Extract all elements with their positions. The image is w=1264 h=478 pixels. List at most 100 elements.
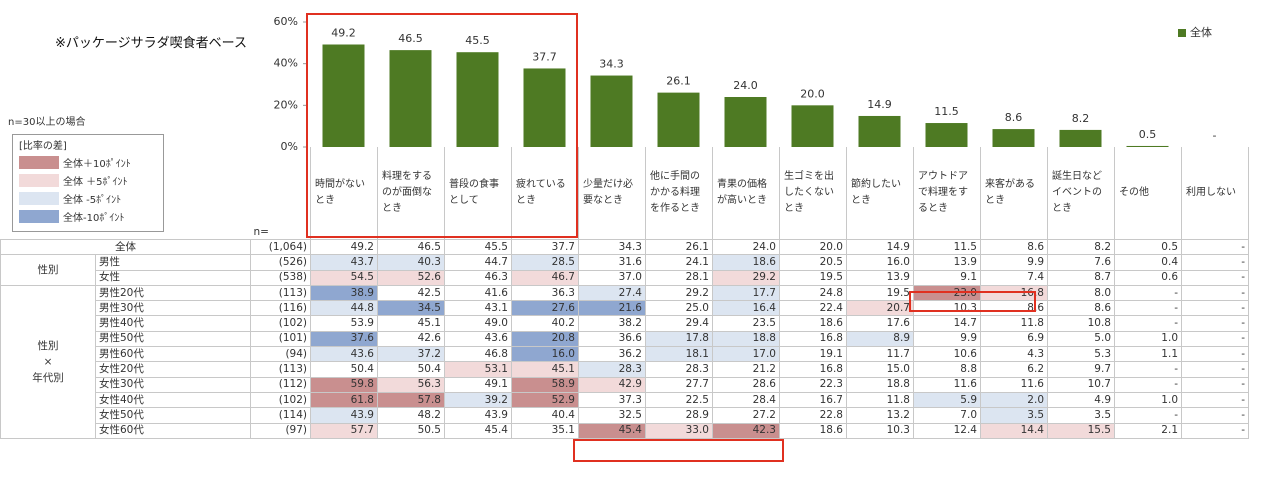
value-label: 24.0 [733,79,758,92]
table-cell: 22.3 [779,376,847,393]
table-row: 男性30代 (116) 44.8 34.5 43.1 27.6 21.6 25.0 16.4 22… [1,300,1249,317]
table-cell: 16.7 [779,391,847,409]
y-tick-label: 0% [281,140,298,150]
data-table: n= 時間がないとき 料理をするのが面倒なとき 普段の食事として 疲れているとき 少量だけ… [0,147,1249,439]
table-cell: 27.6 [511,300,579,317]
x-tick-label: 青果の価格が高いとき [712,147,780,240]
table-cell: 32.5 [578,407,646,424]
table-cell: 6.9 [980,330,1048,348]
table-cell: 53.1 [444,361,512,378]
table-cell: 16.8 [980,284,1048,302]
table-cell: - [1181,269,1249,286]
x-tick-label: 普段の食事として [444,147,512,240]
table-cell: 9.9 [980,254,1048,271]
table-cell: 24.0 [712,238,780,256]
y-tick-label: 40% [274,57,298,70]
table-cell: 20.5 [779,254,847,271]
legend-label: 全体 [1190,25,1212,39]
table-cell: 18.6 [712,254,780,271]
table-cell: 8.7 [1047,269,1115,286]
shade-legend-item: 全体-10ﾎﾟｲﾝﾄ [19,209,124,224]
shade-swatch [19,155,59,169]
shade-legend-label: 全体＋10ﾎﾟｲﾝﾄ [63,158,131,170]
row-label: 男性30代 [95,300,251,317]
table-cell: 3.5 [980,407,1048,424]
table-cell: 1.0 [1114,330,1182,348]
table-cell: 10.8 [1047,315,1115,332]
table-cell: 7.4 [980,269,1048,286]
row-label: 男性 [95,254,251,271]
table-cell: - [1114,361,1182,378]
table-cell: 27.7 [645,376,713,393]
table-cell: 37.2 [377,346,445,363]
table-cell: 28.4 [712,391,780,409]
shade-legend-title: [比率の差] [19,141,67,152]
table-cell: 42.6 [377,330,445,348]
table-cell: 19.1 [779,346,847,363]
x-tick-label: 少量だけ必要なとき [578,147,646,240]
value-label: 46.5 [398,32,423,45]
table-cell: 49.1 [444,376,512,393]
table-cell: 38.2 [578,315,646,332]
bar [657,92,700,147]
row-n: (101) [250,330,311,348]
table-cell: - [1114,300,1182,317]
shade-legend-item: 全体 -5ﾎﾟｲﾝﾄ [19,191,121,206]
x-tick-label: アウトドアで料理をするとき [913,147,981,240]
bar [925,123,968,147]
row-label: 女性50代 [95,407,251,424]
table-cell: 44.7 [444,254,512,271]
table-cell: 13.9 [846,269,914,286]
table-row: 男性60代 (94) 43.6 37.2 46.8 16.0 36.2 18.1 17.0 19.… [1,346,1249,363]
table-cell: 37.7 [511,238,579,256]
value-label: 37.7 [532,50,557,63]
table-cell: 0.6 [1114,269,1182,286]
table-cell: 5.0 [1047,330,1115,348]
table-cell: - [1181,254,1249,271]
table-cell: 24.1 [645,254,713,271]
bar [322,44,365,147]
x-tick-label: 誕生日などイベントのとき [1047,147,1115,240]
table-cell: 4.9 [1047,391,1115,409]
x-tick-label: 来客があるとき [980,147,1048,240]
table-cell: 15.0 [846,361,914,378]
table-cell: - [1181,391,1249,409]
table-cell: 23.0 [913,284,981,302]
value-label: 45.5 [465,34,490,47]
table-cell: 29.2 [645,284,713,302]
table-cell: 57.7 [310,422,378,439]
table-cell: 5.9 [913,391,981,409]
table-cell: 11.7 [846,346,914,363]
row-n: (538) [250,269,311,286]
table-cell: 16.8 [779,361,847,378]
table-cell: - [1181,284,1249,302]
row-n: (102) [250,315,311,332]
y-tick-label: 20% [274,98,298,111]
table-row: 性別 × 年代別 男性20代 (113) 38.9 42.5 41.6 36.3 27.4 29… [0,284,1249,439]
table-cell: 29.4 [645,315,713,332]
header-blank [1,147,251,240]
row-n: (113) [250,361,311,378]
note: ※パッケージサラダ喫食者ベース [55,36,247,51]
row-label: 女性40代 [95,391,251,409]
table-cell: 12.4 [913,422,981,439]
table-cell: 28.3 [645,361,713,378]
table-cell: 44.8 [310,300,378,317]
table-cell: - [1181,346,1249,363]
bar [858,115,901,147]
table-cell: 11.8 [980,315,1048,332]
table-row: 男性50代 (101) 37.6 42.6 43.6 20.8 36.6 17.8 18.8 16… [1,330,1249,348]
table-cell: 8.6 [980,238,1048,256]
table-cell: 38.9 [310,284,378,302]
table-cell: 5.3 [1047,346,1115,363]
table-cell: 46.5 [377,238,445,256]
bar [992,129,1035,147]
row-n: (94) [250,346,311,363]
table-cell: 16.4 [712,300,780,317]
row-label: 女性20代 [95,361,251,378]
bar [1059,129,1102,147]
table-cell: 22.8 [779,407,847,424]
table-cell: 37.0 [578,269,646,286]
table-cell: 28.3 [578,361,646,378]
value-label: 14.9 [867,98,892,111]
